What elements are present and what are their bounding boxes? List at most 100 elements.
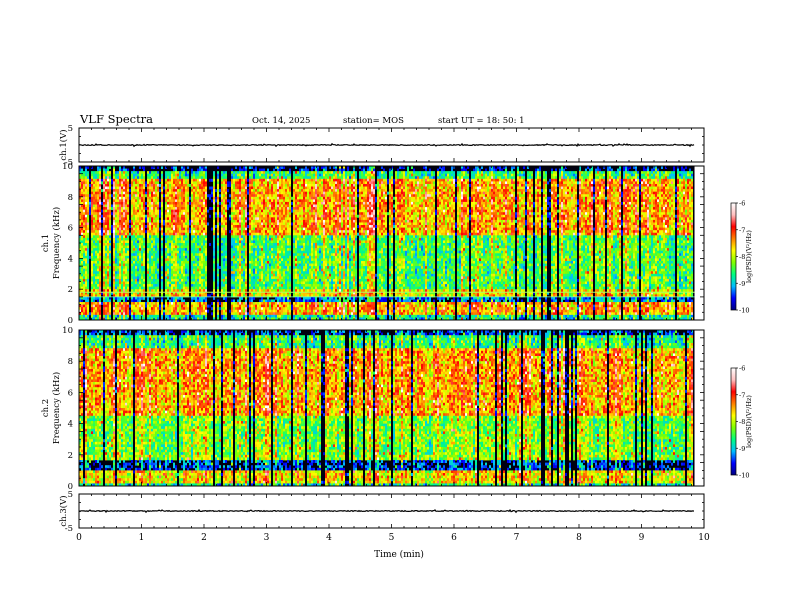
spectrogram-cell xyxy=(109,179,111,182)
spectrogram-cell xyxy=(127,169,129,172)
spectrogram-cell xyxy=(81,181,83,184)
spectrogram-cell xyxy=(125,305,127,308)
spectrogram-cell xyxy=(109,220,111,223)
spectrogram-cell xyxy=(105,197,107,200)
spectrogram-cell xyxy=(95,251,97,254)
spectrogram-cell xyxy=(95,192,97,195)
spectrogram-cell xyxy=(95,248,97,251)
spectrogram-cell xyxy=(127,184,129,187)
spectrogram-cell xyxy=(85,297,87,300)
spectrogram-cell xyxy=(97,299,99,302)
spectrogram-cell xyxy=(85,169,87,172)
spectrogram-cell xyxy=(103,287,105,290)
spectrogram-cell xyxy=(89,312,91,315)
spectrogram-cell xyxy=(115,184,117,187)
spectrogram-cell xyxy=(103,258,105,261)
spectrogram-cell xyxy=(103,256,105,259)
spectrogram-cell xyxy=(81,253,83,256)
spectrogram-cell xyxy=(95,274,97,277)
spectrogram-cell xyxy=(127,261,129,264)
spectrogram-cell xyxy=(87,251,89,254)
spectrogram-cell xyxy=(113,202,115,205)
spectrogram-cell xyxy=(107,238,109,241)
spectrogram-cell xyxy=(109,205,111,208)
spectrogram-cell xyxy=(119,202,121,205)
spectrogram-cell xyxy=(115,287,117,290)
spectrogram-cell xyxy=(95,289,97,292)
spectrogram-cell xyxy=(101,228,103,231)
spectrogram-cell xyxy=(113,174,115,177)
spectrogram-cell xyxy=(83,215,85,218)
spectrogram-cell xyxy=(107,228,109,231)
spectrogram-cell xyxy=(113,310,115,313)
spectrogram-cell xyxy=(87,269,89,272)
spectrogram-cell xyxy=(111,230,113,233)
vlf-spectra-figure: VLF Spectra Oct. 14, 2025 station= MOS s… xyxy=(0,0,792,612)
spectrogram-cell xyxy=(123,228,125,231)
spectrogram-cell xyxy=(105,184,107,187)
spectrogram-cell xyxy=(99,271,101,274)
spectrogram-cell xyxy=(123,253,125,256)
spectrogram-cell xyxy=(121,276,123,279)
spectrogram-cell xyxy=(125,297,127,300)
spectrogram-cell xyxy=(109,189,111,192)
spectrogram-cell xyxy=(115,174,117,177)
spectrogram-cell xyxy=(81,174,83,177)
spectrogram-cell xyxy=(119,220,121,223)
spectrogram-cell xyxy=(119,174,121,177)
spectrogram-cell xyxy=(125,269,127,272)
spectrogram-cell xyxy=(125,212,127,215)
spectrogram-cell xyxy=(93,299,95,302)
spectrogram-cell xyxy=(125,289,127,292)
spectrogram-cell xyxy=(113,225,115,228)
spectrogram-cell xyxy=(85,238,87,241)
spectrogram-cell xyxy=(119,258,121,261)
spectrogram-cell xyxy=(103,266,105,269)
spectrogram-cell xyxy=(95,246,97,249)
spectrogram-cell xyxy=(89,179,91,182)
spectrogram-cell xyxy=(101,215,103,218)
spectrogram-cell xyxy=(125,197,127,200)
spectrogram-cell xyxy=(85,187,87,190)
spectrogram-cell xyxy=(109,312,111,315)
spectrogram-cell xyxy=(123,240,125,243)
spectrogram-cell xyxy=(109,315,111,318)
spectrogram-cell xyxy=(99,238,101,241)
spectrogram-cell xyxy=(125,176,127,179)
spectrogram-cell xyxy=(81,312,83,315)
spectrogram-cell xyxy=(99,256,101,259)
spectrogram-cell xyxy=(87,297,89,300)
spectrogram-cell xyxy=(97,199,99,202)
spectrogram-cell xyxy=(121,169,123,172)
spectrogram-cell xyxy=(103,205,105,208)
spectrogram-cell xyxy=(101,202,103,205)
spectrogram-cell xyxy=(101,302,103,305)
spectrogram-cell xyxy=(123,312,125,315)
spectrogram-cell xyxy=(83,271,85,274)
spectrogram-cell xyxy=(113,187,115,190)
spectrogram-cell xyxy=(91,261,93,264)
spectrogram-cell xyxy=(115,230,117,233)
spectrogram-cell xyxy=(123,310,125,313)
spectrogram-cell xyxy=(93,310,95,313)
spectrogram-cell xyxy=(97,207,99,210)
spectrogram-cell xyxy=(91,225,93,228)
spectrogram-cell xyxy=(103,271,105,274)
spectrogram-cell xyxy=(81,258,83,261)
spectrogram-cell xyxy=(109,297,111,300)
spectrogram-cell xyxy=(105,174,107,177)
spectrogram-cell xyxy=(91,205,93,208)
spectrogram-cell xyxy=(105,282,107,285)
spectrogram-cell xyxy=(113,199,115,202)
spectrogram-cell xyxy=(83,307,85,310)
spectrogram-cell xyxy=(123,282,125,285)
spectrogram-cell xyxy=(81,310,83,313)
spectrogram-cell xyxy=(97,176,99,179)
spectrogram-cell xyxy=(107,199,109,202)
spectrogram-cell xyxy=(111,228,113,231)
spectrogram-cell xyxy=(91,202,93,205)
spectrogram-cell xyxy=(117,176,119,179)
spectrogram-cell xyxy=(87,202,89,205)
spectrogram-cell xyxy=(101,220,103,223)
spectrogram-cell xyxy=(97,261,99,264)
